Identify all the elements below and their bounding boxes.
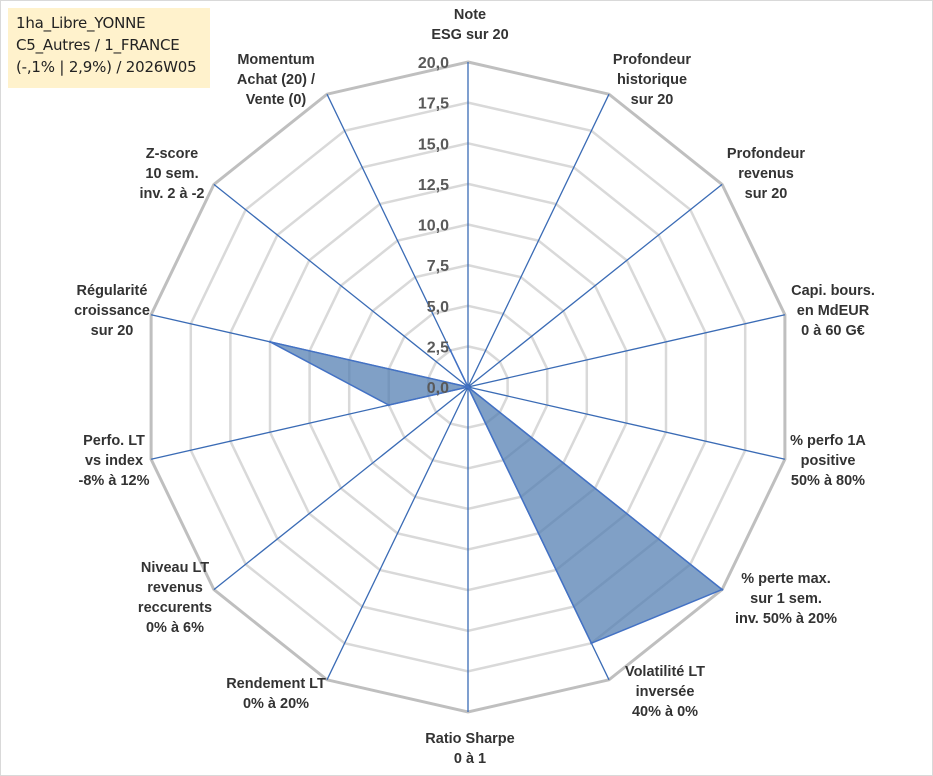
radar-series — [268, 340, 724, 645]
tick-label: 15,0 — [418, 136, 449, 153]
tick-label: 12,5 — [418, 177, 449, 194]
axis-spoke — [213, 386, 469, 591]
tick-label: 2,5 — [427, 339, 449, 356]
category-label: Ratio Sharpe 0 à 1 — [425, 731, 514, 767]
category-label: Z-score 10 sem. inv. 2 à -2 — [139, 146, 204, 202]
series-area — [269, 341, 724, 645]
info-box: 1ha_Libre_YONNE C5_Autres / 1_FRANCE (-,… — [8, 8, 210, 88]
category-label: Rendement LT 0% à 20% — [226, 676, 326, 712]
tick-label: 17,5 — [418, 96, 449, 113]
category-label: % perte max. sur 1 sem. inv. 50% à 20% — [735, 571, 837, 627]
axis-spoke — [467, 314, 786, 388]
info-line-1: 1ha_Libre_YONNE — [16, 14, 146, 32]
data-point — [449, 349, 452, 352]
data-point — [466, 385, 470, 389]
category-label: Profondeur historique sur 20 — [613, 52, 691, 108]
info-line-3: (-,1% | 2,9%) / 2026W05 — [16, 58, 197, 76]
axis-spoke — [467, 183, 723, 388]
tick-label: 10,0 — [418, 218, 449, 235]
tick-label: 7,5 — [427, 258, 449, 275]
tick-label: 5,0 — [427, 299, 449, 316]
axis-spoke — [326, 93, 469, 388]
data-point — [590, 642, 593, 645]
category-labels: Note ESG sur 20 Profondeur historique sur 20… — [74, 7, 875, 767]
data-point — [720, 588, 724, 591]
category-label: Capi. bours. en MdEUR 0 à 60 G€ — [791, 283, 875, 339]
radial-tick-labels: 0,0 2,5 5,0 7,5 10,0 12,5 15,0 17,5 20,0 — [418, 55, 449, 397]
category-label: Profondeur revenus sur 20 — [727, 146, 805, 202]
tick-label: 0,0 — [427, 380, 449, 397]
tick-label: 20,0 — [418, 55, 449, 72]
axis-spoke — [467, 93, 610, 388]
category-label: Momentum Achat (20) / Vente (0) — [237, 52, 315, 108]
category-label: Note ESG sur 20 — [431, 7, 508, 43]
axis-spoke — [213, 183, 469, 388]
data-point — [268, 340, 272, 343]
info-line-2: C5_Autres / 1_FRANCE — [16, 36, 180, 54]
category-label: % perfo 1A positive 50% à 80% — [790, 433, 866, 489]
data-point — [387, 403, 390, 407]
axis-spoke — [467, 386, 786, 460]
category-label: Régularité croissance sur 20 — [74, 283, 150, 339]
category-label: Niveau LT revenus reccurents 0% à 6% — [138, 560, 212, 636]
axis-spoke — [326, 386, 469, 681]
category-label: Volatilité LT inversée 40% à 0% — [625, 664, 705, 720]
category-label: Perfo. LT vs index -8% à 12% — [79, 433, 150, 489]
